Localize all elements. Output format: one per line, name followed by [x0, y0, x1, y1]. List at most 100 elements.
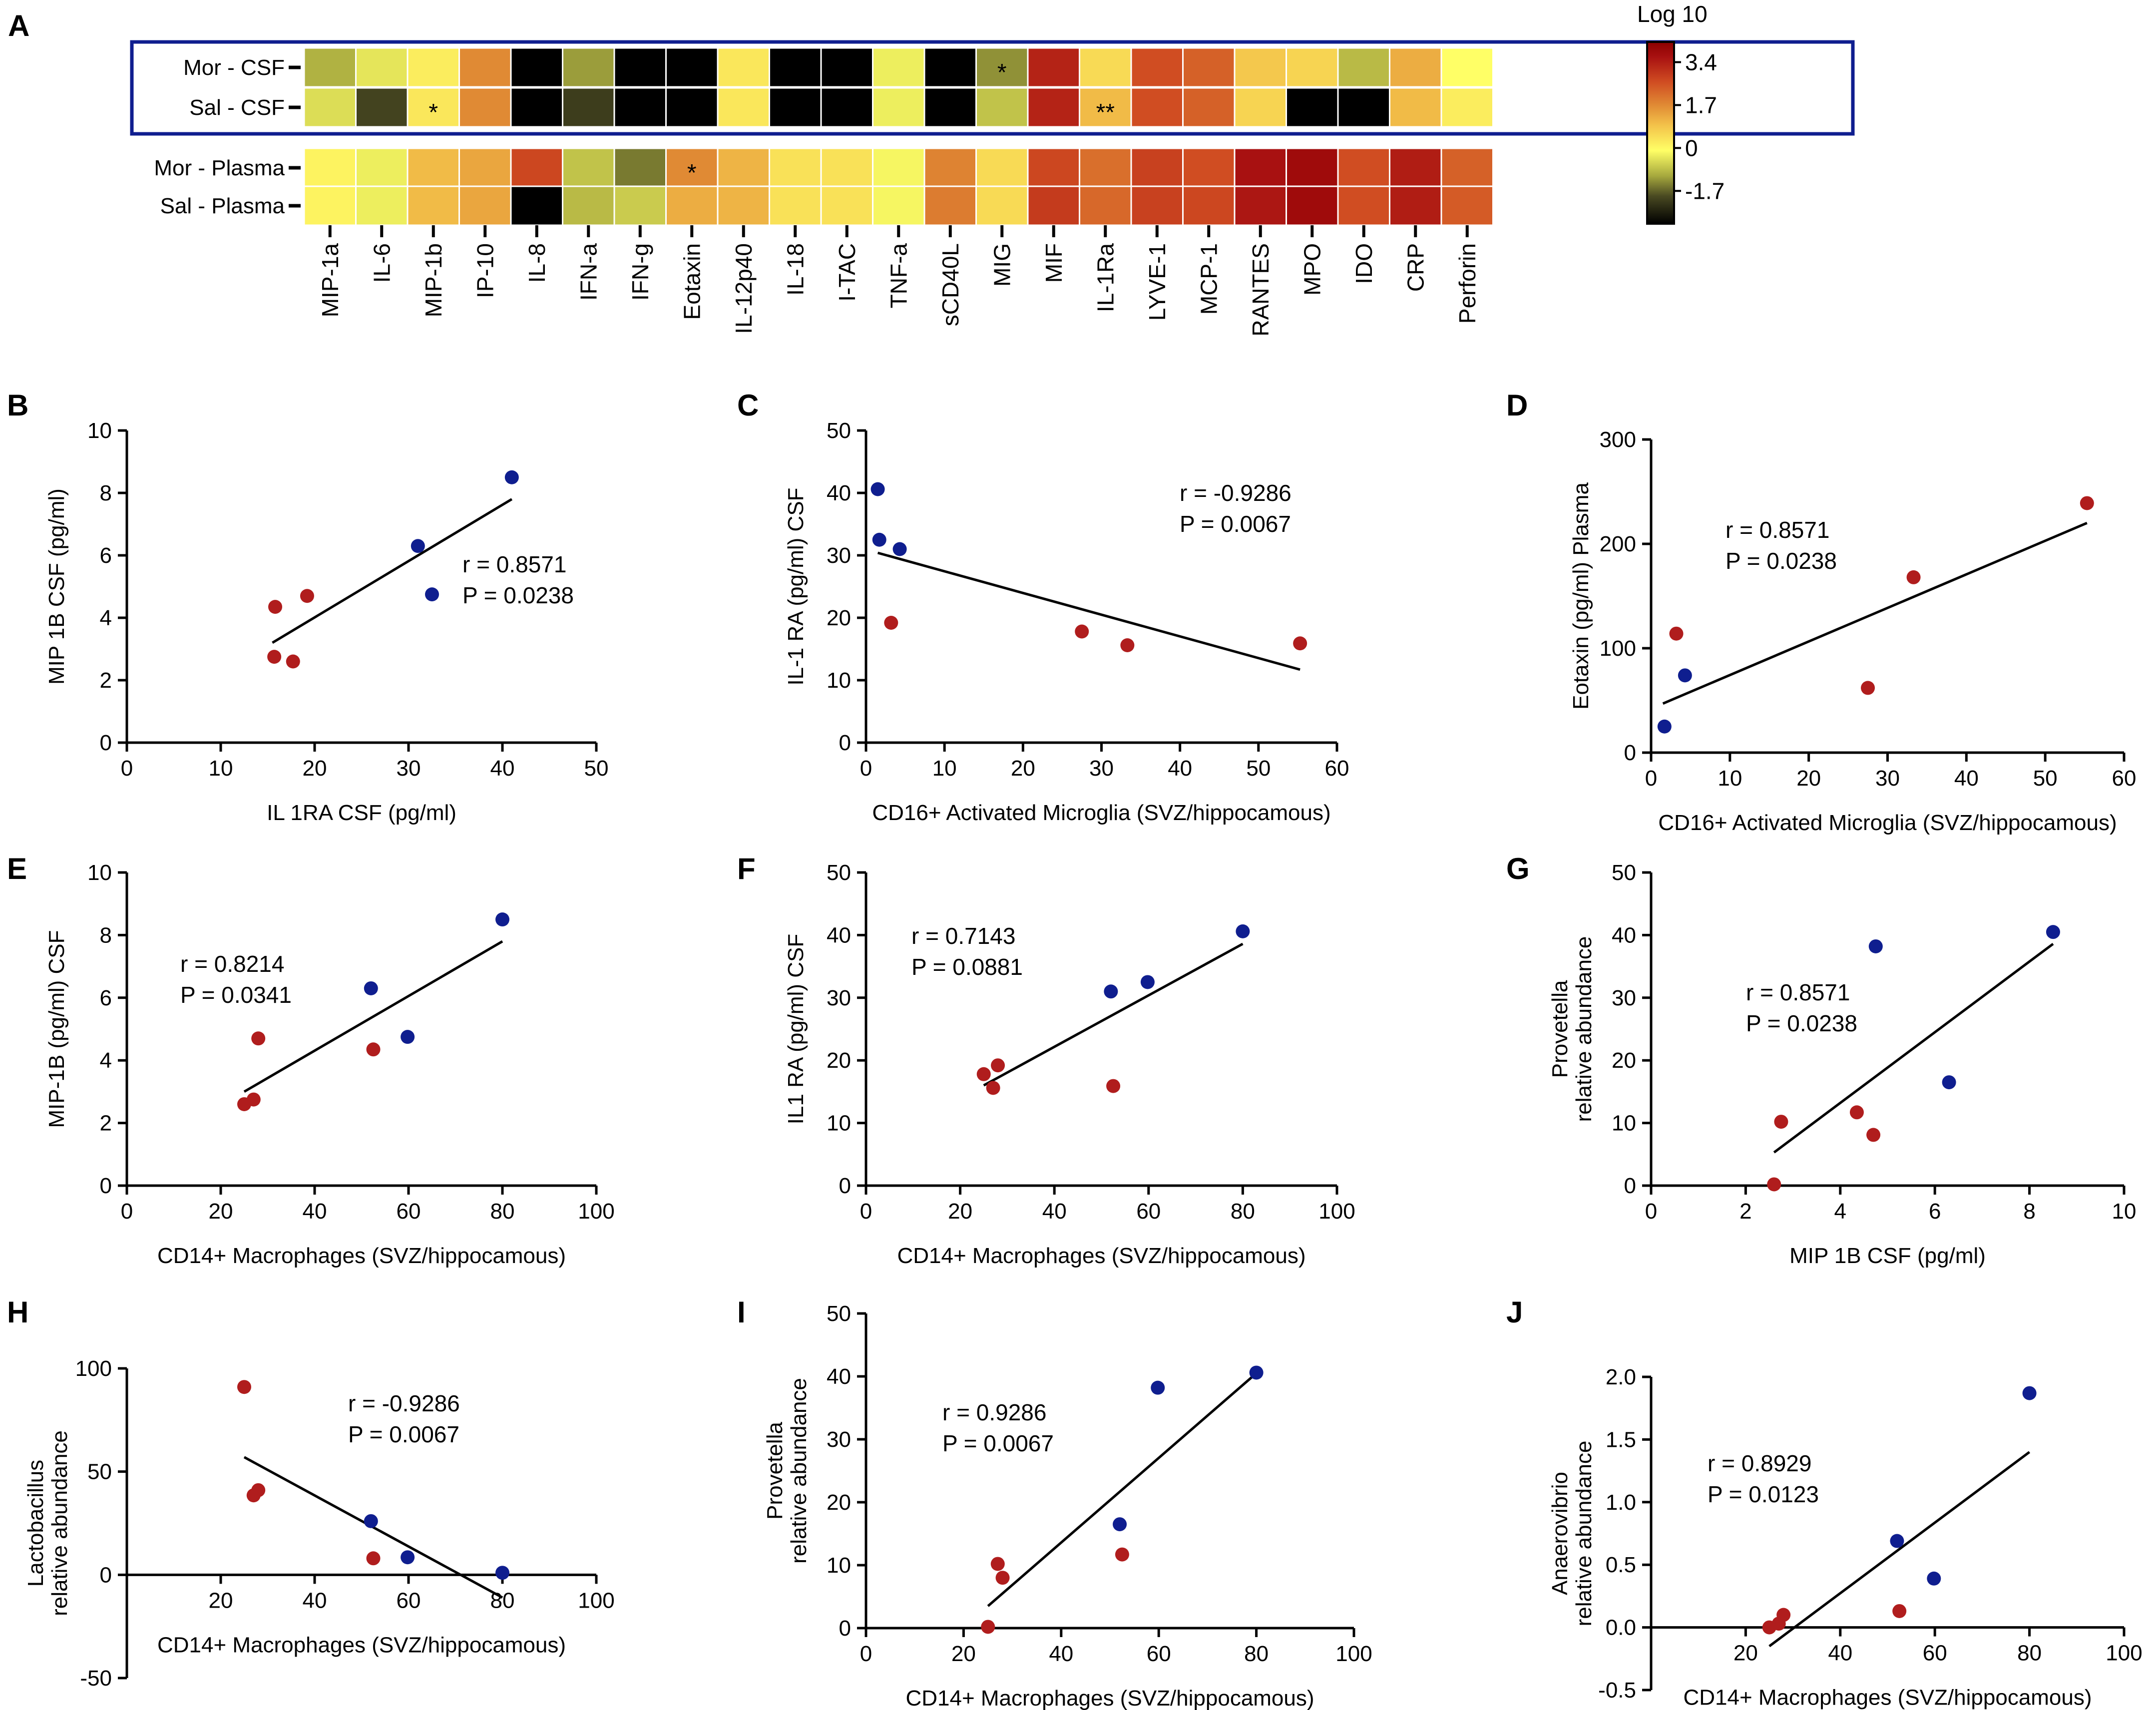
heatmap-cell [820, 185, 873, 226]
heatmap-cell [872, 185, 925, 226]
saline-point [1104, 984, 1118, 999]
panel-letter-H: H [7, 1295, 28, 1329]
panel-letter-I: I [737, 1295, 746, 1329]
y-axis-label: IL1 RA (pg/ml) CSF [784, 934, 808, 1124]
colorbar-gradient [1646, 41, 1675, 225]
saline-point [411, 539, 425, 553]
saline-point [495, 912, 509, 927]
y-tick-label: 50 [827, 419, 851, 443]
panel-letter-J: J [1506, 1295, 1523, 1329]
heatmap-column-label: IL-8 [524, 243, 550, 283]
y-axis-label-line2: relative abundance [787, 1378, 811, 1564]
heatmap-cell [872, 87, 925, 128]
colorbar-tick-label: 0 [1685, 135, 1698, 161]
y-tick-label: 2.0 [1606, 1365, 1636, 1389]
morphine-point [1115, 1547, 1129, 1562]
scatter-panel-D: 0 100 200 300 0 10 20 30 40 50 60 CD16+ Activated M… [1569, 428, 2136, 835]
heatmap-column-label: MIF [1041, 243, 1067, 283]
regression-line [987, 1372, 1258, 1607]
heatmap-cell [1182, 147, 1236, 188]
x-tick-label: 50 [2033, 766, 2058, 791]
saline-point [425, 587, 439, 602]
heatmap-cell [1440, 47, 1494, 88]
saline-point [1890, 1534, 1904, 1548]
colorbar-tick-label: 3.4 [1685, 49, 1717, 75]
x-axis-label: CD14+ Macrophages (SVZ/hippocamous) [1683, 1686, 2092, 1710]
morphine-point [1774, 1115, 1788, 1129]
correlation-r: r = 0.8929 [1708, 1450, 1811, 1476]
y-tick-label: 10 [87, 419, 112, 443]
x-tick-label: 50 [584, 756, 609, 781]
x-tick-label: 40 [303, 1199, 327, 1224]
heatmap-cell [1389, 47, 1442, 88]
heatmap-column-label: IP-10 [472, 243, 498, 298]
heatmap-cell [1079, 47, 1132, 88]
heatmap-cell [407, 185, 460, 226]
correlation-r: r = -0.9286 [348, 1390, 460, 1416]
heatmap-cell [769, 87, 822, 128]
morphine-point [995, 1571, 1010, 1585]
correlation-r: r = 0.9286 [942, 1399, 1046, 1425]
heatmap-cell [1286, 185, 1339, 226]
x-tick-label: 30 [397, 756, 421, 781]
saline-point [892, 542, 907, 556]
heatmap-cell [1234, 47, 1287, 88]
x-tick-label: 0 [860, 1199, 872, 1224]
heatmap-cell [1337, 47, 1390, 88]
y-tick-label: 10 [827, 1553, 851, 1578]
heatmap-cell [872, 147, 925, 188]
morphine-point [884, 616, 898, 630]
y-axis-label-line2: relative abundance [47, 1430, 72, 1616]
heatmap-cell [1130, 147, 1184, 188]
y-tick-label: 40 [827, 923, 851, 947]
correlation-p: P = 0.0123 [1708, 1481, 1819, 1507]
heatmap-cell [1234, 147, 1287, 188]
colorbar: Log 10 3.4 1.7 0 -1.7 [1637, 1, 1725, 225]
heatmap-cell [562, 185, 615, 226]
heatmap-cell [407, 47, 460, 88]
heatmap-cell [717, 185, 770, 226]
x-tick-label: 0 [860, 756, 872, 781]
heatmap-column-label: I-TAC [834, 243, 860, 302]
morphine-point [1767, 1177, 1781, 1192]
saline-point [870, 482, 885, 496]
colorbar-tick-label: -1.7 [1685, 178, 1725, 204]
y-tick-label: 6 [100, 543, 112, 568]
y-tick-label: 20 [1612, 1048, 1636, 1073]
correlation-r: r = 0.8214 [180, 951, 284, 977]
saline-point [401, 1030, 415, 1044]
x-axis-label: CD14+ Macrophages (SVZ/hippocamous) [157, 1633, 566, 1657]
heatmap-cell [1286, 87, 1339, 128]
panel-letter-C: C [737, 389, 759, 422]
correlation-r: r = -0.9286 [1180, 480, 1292, 506]
heatmap-cell [562, 47, 615, 88]
y-axis-label: Eotaxin (pg/ml) Plasma [1569, 482, 1593, 710]
y-axis-label-line2: relative abundance [1572, 1441, 1596, 1627]
morphine-point [990, 1557, 1005, 1571]
panel-letter-G: G [1506, 852, 1530, 885]
heatmap-cell [923, 87, 977, 128]
morphine-point [300, 589, 314, 603]
x-tick-label: 30 [1089, 756, 1114, 781]
heatmap-column-label: MIP-1a [317, 243, 343, 318]
regression-line [983, 942, 1244, 1087]
significance-star: * [997, 59, 1007, 86]
x-tick-label: 80 [1244, 1642, 1269, 1666]
heatmap-column-label: Perforin [1454, 243, 1480, 324]
saline-point [1140, 975, 1155, 989]
scatter-panel-I: 0 10 20 30 40 50 0 20 40 60 80 100 CD14+ Macrophages… [763, 1301, 1372, 1710]
scatter-panel-B: 0 2 4 6 8 10 0 10 20 30 40 50 IL 1RA CSF (pg/ml) MIP … [44, 419, 608, 825]
morphine-point [251, 1031, 266, 1046]
morphine-point [366, 1551, 381, 1566]
heatmap-cell [1182, 185, 1236, 226]
y-axis-label: Anaerovibrio [1548, 1472, 1572, 1595]
morphine-point [981, 1620, 995, 1634]
heatmap-cell [303, 87, 357, 128]
morphine-point [1866, 1128, 1881, 1142]
correlation-p: P = 0.0067 [348, 1421, 459, 1447]
heatmap-cell [1286, 47, 1339, 88]
saline-point [1927, 1571, 1941, 1586]
x-tick-label: 40 [1049, 1642, 1073, 1666]
x-tick-label: 40 [303, 1588, 327, 1613]
heatmap-cell [1130, 185, 1184, 226]
